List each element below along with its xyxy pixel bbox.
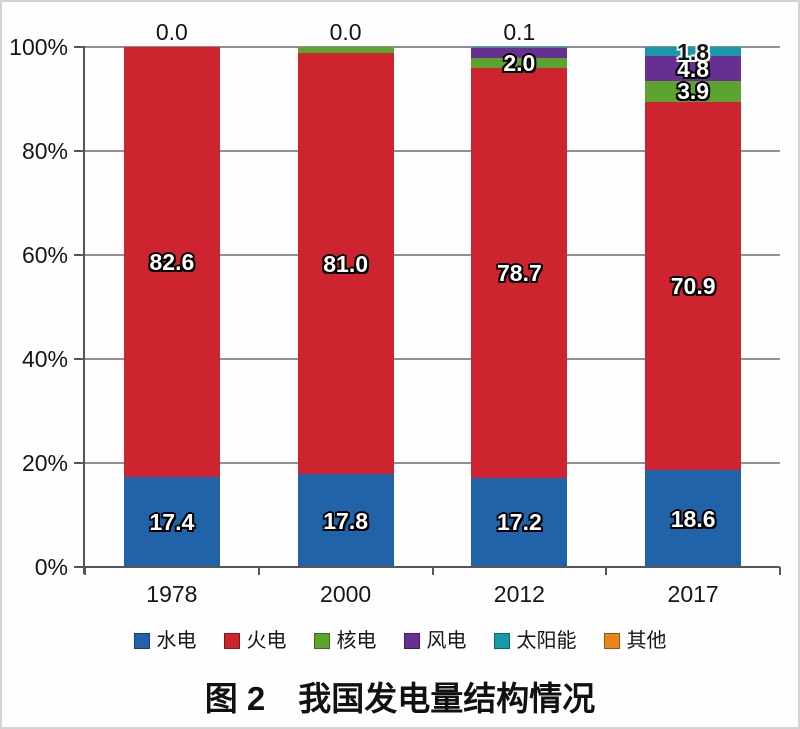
- grid-line: [85, 462, 780, 464]
- bar-segment: [123, 476, 220, 567]
- bar-label: 0.0: [329, 19, 362, 45]
- y-tick-label: 20%: [21, 450, 68, 476]
- x-axis-tick: [84, 567, 86, 575]
- bar-label: 17.8: [323, 507, 368, 534]
- legend-swatch-icon: [493, 633, 510, 649]
- legend-label: 核电: [336, 630, 377, 652]
- y-axis-tick: [74, 254, 85, 256]
- x-tick-label: 1978: [146, 581, 198, 607]
- bar-label: 1.8: [677, 38, 710, 65]
- bar-label: 3.9: [677, 78, 710, 105]
- legend-item: 风电: [403, 630, 467, 652]
- y-tick-label: 80%: [21, 138, 68, 164]
- bar-segment: [471, 57, 568, 69]
- y-axis-tick: [74, 46, 85, 48]
- bar-label: 17.2: [496, 509, 542, 536]
- bar-segment: [297, 474, 394, 567]
- legend-swatch-icon: [313, 633, 330, 649]
- legend-item: 火电: [223, 630, 287, 652]
- grid-line: [85, 46, 780, 48]
- bar-label: 0.1: [503, 19, 536, 45]
- y-axis-tick: [74, 462, 85, 464]
- bar-segment: [645, 81, 742, 102]
- legend-item: 水电: [133, 630, 197, 652]
- legend-label: 风电: [426, 630, 467, 652]
- bar-segment: [645, 56, 742, 82]
- bar-label: 18.6: [670, 505, 716, 532]
- x-tick-label: 2012: [493, 581, 545, 607]
- bar-segment: [645, 470, 742, 567]
- figure-title: 图 2 我国发电量结构情况: [204, 680, 596, 717]
- y-tick-label: 0%: [34, 554, 68, 580]
- y-tick-label: 60%: [21, 242, 68, 268]
- legend-label: 其他: [626, 630, 667, 652]
- legend-swatch-icon: [223, 633, 240, 649]
- bar-segment: [471, 477, 568, 567]
- bar-segment: [645, 101, 742, 471]
- legend-swatch-icon: [403, 633, 420, 649]
- legend-label: 水电: [156, 630, 197, 652]
- legend-swatch-icon: [603, 633, 620, 649]
- x-axis-tick: [605, 567, 608, 575]
- legend-item: 太阳能: [493, 630, 577, 652]
- y-axis-tick: [74, 150, 85, 152]
- bar-label: 2.0: [503, 50, 536, 77]
- legend: 水电 火电 核电 风电 太阳能 其他: [2, 630, 798, 652]
- y-axis-tick: [74, 566, 85, 568]
- bar-label: 70.9: [670, 272, 716, 299]
- bar-segment: [471, 47, 568, 48]
- y-axis-tick: [74, 358, 85, 360]
- x-axis-tick: [431, 567, 434, 575]
- bar-segment: [297, 47, 394, 54]
- grid-line: [85, 358, 780, 360]
- grid-line: [85, 150, 780, 152]
- x-axis-tick: [779, 567, 781, 575]
- x-axis-tick: [257, 567, 260, 575]
- legend-label: 太阳能: [516, 630, 577, 652]
- legend-item: 其他: [603, 630, 667, 652]
- y-tick-label: 100%: [9, 34, 68, 60]
- bar-label: 17.4: [149, 508, 195, 535]
- legend-label: 火电: [246, 630, 287, 652]
- bar-label: 81.0: [323, 250, 368, 277]
- legend-swatch-icon: [133, 633, 150, 649]
- bar-label: 4.8: [677, 55, 710, 82]
- legend-item: 核电: [313, 630, 377, 652]
- y-tick-label: 40%: [21, 346, 68, 372]
- bar-segment: [471, 47, 568, 58]
- bar-segment: [123, 47, 220, 477]
- grid-line: [85, 254, 780, 256]
- bar-segment: [645, 47, 742, 57]
- bar-label: 82.6: [149, 248, 195, 275]
- bar-segment: [471, 68, 568, 478]
- bar-segment: [297, 53, 394, 475]
- y-axis-line: [83, 47, 85, 574]
- x-tick-label: 2000: [320, 581, 372, 607]
- x-tick-label: 2017: [667, 581, 719, 607]
- bar-label: 78.7: [496, 259, 542, 286]
- bar-label: 0.0: [155, 19, 188, 45]
